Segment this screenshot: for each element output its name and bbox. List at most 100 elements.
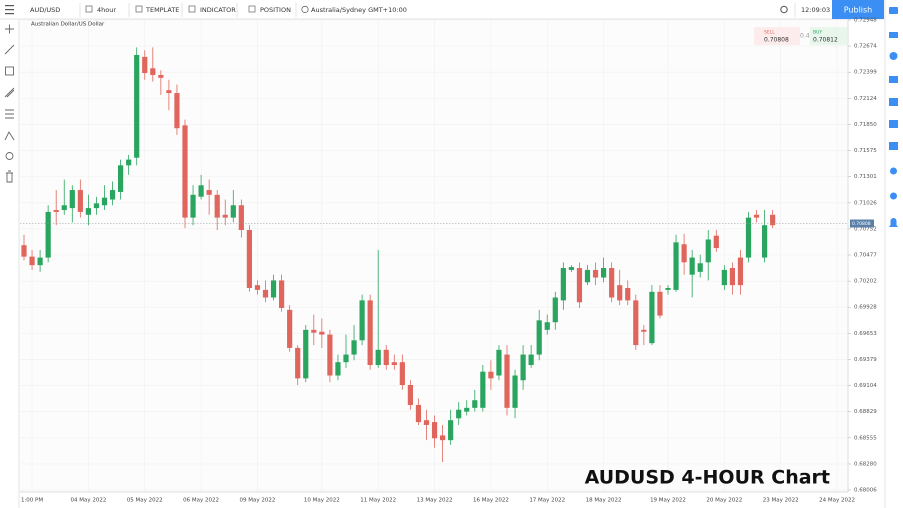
candle-body [415,404,422,423]
x-tick-label: 13 May 2022 [417,498,453,504]
top-toolbar [0,0,903,19]
channel-tool[interactable] [4,87,15,98]
candle-body [584,269,591,283]
symbol[interactable]: AUD/USD [30,6,60,14]
candle-body [488,371,494,379]
candle-body [625,288,631,301]
screener-icon[interactable] [889,142,898,150]
publish-button[interactable] [832,0,884,19]
candle-body [69,190,75,209]
y-tick-label: 0.71301 [854,174,877,180]
candle-body [456,409,462,419]
clock: 12:09:03 [801,6,830,14]
buy-price[interactable]: 0.70812 [813,37,838,44]
current-price-tag [850,219,874,228]
candle-body [496,349,502,376]
community-icon[interactable] [890,192,897,200]
drawing-tools[interactable] [4,24,15,183]
y-tick-label: 0.69379 [854,357,877,363]
y-tick-label: 0.72948 [854,18,877,24]
rect-tool[interactable] [5,66,14,76]
sell-box[interactable] [754,27,800,45]
pattern-tool[interactable] [4,131,15,141]
candle-body [150,68,156,75]
buy-box[interactable] [810,27,847,45]
indicator-button[interactable]: INDICATOR [200,6,236,14]
calendar-icon[interactable] [889,98,898,106]
candle-body [697,263,703,272]
y-tick-label: 0.72124 [854,96,877,102]
sell-label[interactable]: SELL [764,30,775,36]
candle-body [77,190,83,212]
position-button[interactable]: POSITION [260,6,291,14]
template-button[interactable]: TEMPLATE [145,6,179,14]
candle-body [166,90,172,94]
y-tick-label: 0.71575 [854,148,877,154]
layers-icon[interactable] [889,7,898,14]
candle-body [246,229,252,289]
candle-body [649,291,655,344]
indicator-icon [188,5,196,13]
buy-label[interactable]: BUY [813,30,822,36]
x-tick-label: 09 May 2022 [240,498,276,504]
candle-body [431,422,438,439]
candle-body [617,285,623,301]
candle-body [109,190,116,200]
candle-body [399,362,405,386]
sidebar-icons[interactable] [889,7,898,227]
candle-body [472,400,478,408]
candle-body [609,268,615,298]
candle-body [552,297,558,323]
candle-body [262,289,269,298]
interval-icon [85,5,93,13]
timezone[interactable]: Australia/Sydney GMT+10:00 [311,6,407,14]
candle-body [21,245,27,257]
candle-body [174,93,180,129]
profile-icon[interactable] [890,167,897,175]
candle-body [279,280,285,308]
chat-icon[interactable] [889,120,898,128]
candle-body [705,239,711,263]
candle-body [311,329,317,333]
settings-icon[interactable] [780,5,788,14]
menu-icon[interactable] [5,5,14,15]
crosshair-tool[interactable] [5,24,14,34]
candle-body [190,194,196,218]
x-tick-label: 24 May 2022 [819,498,855,504]
y-tick-label: 0.68280 [854,461,877,467]
watchlist-icon[interactable] [889,32,898,38]
y-tick-label: 0.70477 [854,253,877,259]
candle-body [568,267,574,270]
interval[interactable]: 4hour [97,6,116,14]
sell-price[interactable]: 0.70808 [764,37,789,44]
candle-body [737,257,744,286]
ideas-icon[interactable] [889,52,898,60]
candle-body [295,347,301,379]
spread: 0.4 [800,33,810,40]
y-tick-label: 0.70202 [854,279,877,285]
candle-body [713,235,719,249]
candle-body [762,225,768,258]
x-tick-label: 06 May 2022 [183,498,219,504]
fib-tool[interactable] [5,109,14,119]
line-tool[interactable] [4,44,15,55]
publish-label[interactable]: Publish [844,6,873,15]
marker-tool[interactable] [5,152,14,160]
candle-body [93,203,100,209]
candle-body [206,190,212,195]
x-tick-label: 16 May 2022 [473,498,509,504]
y-tick-label: 0.72399 [854,70,877,76]
y-tick-label: 0.71850 [854,122,877,128]
news-icon[interactable] [889,76,898,83]
candle-body [504,354,510,408]
candle-body [536,320,542,355]
delete-tool[interactable] [6,170,13,183]
candle-body [53,210,59,212]
alerts-icon[interactable] [889,218,898,227]
candle-body [528,354,534,366]
candle-body [287,309,293,348]
candle-body [61,205,67,211]
candle-body [303,329,309,379]
candle-body [407,385,413,405]
candle-body [745,217,752,258]
